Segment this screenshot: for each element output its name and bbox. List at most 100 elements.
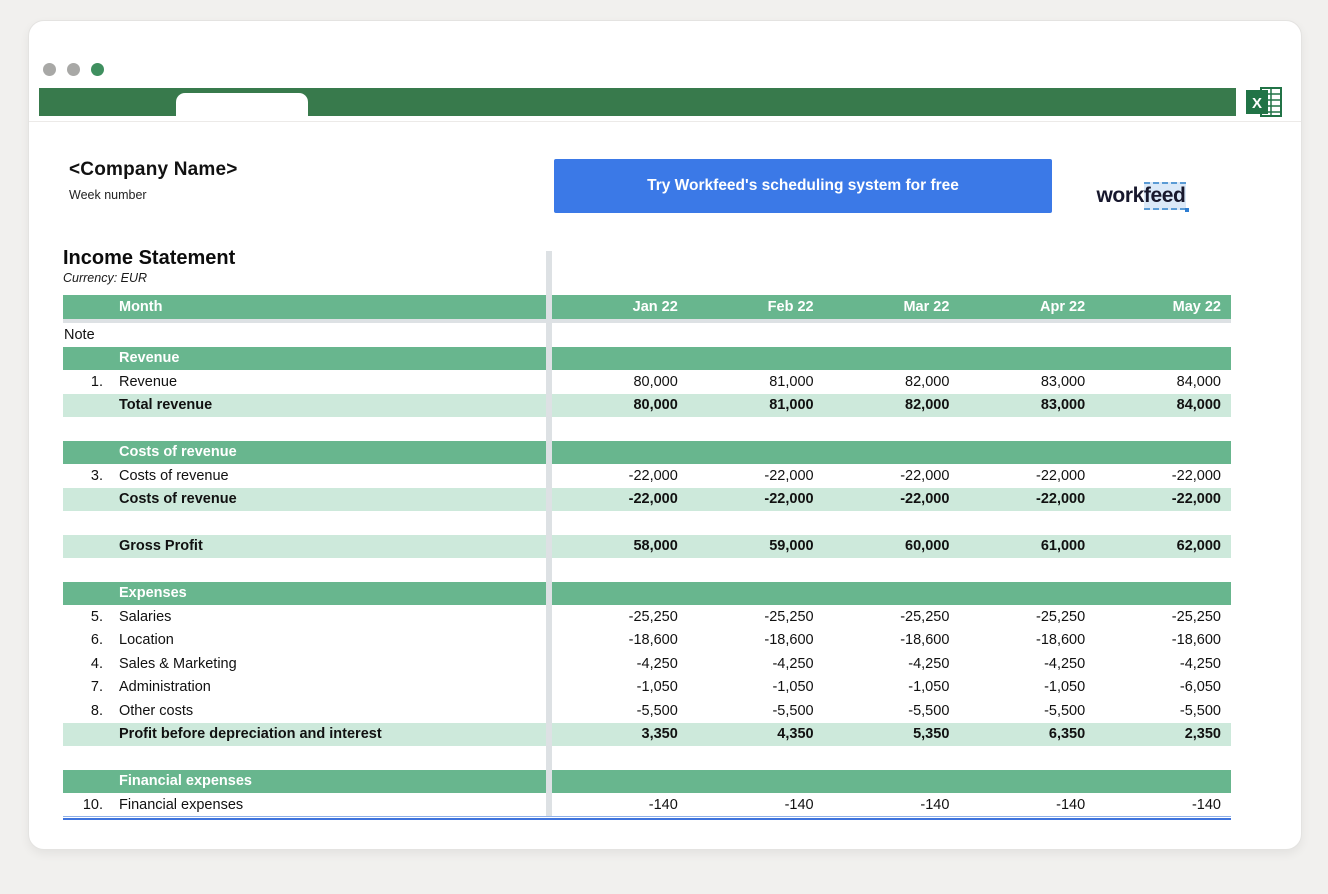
value-cell: 81,000 bbox=[769, 397, 814, 414]
table-row: 6. Location -18,600 -18,600 -18,600 -18,600 -1… bbox=[63, 629, 1231, 653]
row-label: Costs of revenue bbox=[119, 467, 229, 484]
value-cell: 84,000 bbox=[1176, 397, 1221, 414]
company-block: <Company Name> Week number bbox=[69, 159, 238, 202]
section-header-row: Revenue bbox=[63, 346, 1231, 370]
value-cell: -25,250 bbox=[1171, 608, 1221, 625]
workfeed-logo: work feed bbox=[1081, 173, 1201, 219]
currency-label: Currency: EUR bbox=[63, 271, 148, 285]
value-cell: 4,350 bbox=[777, 726, 814, 743]
value-cell: -18,600 bbox=[900, 632, 950, 649]
spacer-row bbox=[63, 417, 1231, 441]
active-sheet-tab[interactable] bbox=[176, 93, 308, 116]
value-cell: -22,000 bbox=[1171, 491, 1221, 508]
value-cell: -5,500 bbox=[772, 702, 814, 719]
spacer-row bbox=[63, 746, 1231, 770]
value-cell: 60,000 bbox=[905, 538, 950, 555]
value-cell: -22,000 bbox=[1036, 491, 1086, 508]
row-label: Location bbox=[119, 632, 174, 649]
total-row: Profit before depreciation and interest 3… bbox=[63, 722, 1231, 746]
sheet-title: Income Statement bbox=[63, 247, 236, 269]
row-label: Salaries bbox=[119, 608, 172, 625]
company-name-placeholder: <Company Name> bbox=[69, 159, 238, 180]
row-separator bbox=[63, 319, 1231, 323]
table-row: 4. Sales & Marketing -4,250 -4,250 -4,250 -4,… bbox=[63, 652, 1231, 676]
section-header-row: Financial expenses bbox=[63, 769, 1231, 793]
window-zoom-button[interactable] bbox=[91, 63, 104, 76]
row-label: Gross Profit bbox=[119, 538, 203, 555]
value-cell: -140 bbox=[1191, 796, 1221, 813]
row-label: Revenue bbox=[119, 350, 180, 367]
value-cell: -22,000 bbox=[628, 491, 678, 508]
row-label: Sales & Marketing bbox=[119, 655, 237, 672]
value-cell: -1,050 bbox=[772, 679, 814, 696]
row-label: Expenses bbox=[119, 585, 187, 602]
value-cell: 58,000 bbox=[633, 538, 678, 555]
section-header-row: Expenses bbox=[63, 581, 1231, 605]
window-controls bbox=[43, 63, 104, 76]
value-cell: -5,500 bbox=[1044, 702, 1086, 719]
row-label: Profit before depreciation and interest bbox=[119, 726, 382, 743]
value-cell: -22,000 bbox=[900, 491, 950, 508]
spacer-row bbox=[63, 558, 1231, 582]
row-label: Financial expenses bbox=[119, 796, 244, 813]
workfeed-cta-button[interactable]: Try Workfeed's scheduling system for fre… bbox=[554, 159, 1052, 213]
row-label: Costs of revenue bbox=[119, 444, 237, 461]
section-header-row: Costs of revenue bbox=[63, 440, 1231, 464]
table-row: 10. Financial expenses -140 -140 -140 -140 -14… bbox=[63, 793, 1231, 817]
month-column-header: May 22 bbox=[1172, 299, 1221, 315]
value-cell: -22,000 bbox=[1036, 467, 1086, 484]
row-label: Financial expenses bbox=[119, 773, 252, 790]
row-label: Administration bbox=[119, 679, 211, 696]
value-cell: 83,000 bbox=[1040, 373, 1086, 390]
value-cell: -25,250 bbox=[900, 608, 950, 625]
app-window: X <Company Name> Week number Try Workfee… bbox=[28, 20, 1302, 850]
value-cell: -25,250 bbox=[764, 608, 814, 625]
sheet-title-block: Income Statement Currency: EUR bbox=[63, 247, 235, 285]
month-header-row: Month Jan 22 Feb 22 Mar 22 Apr 22 May 22 bbox=[63, 295, 1231, 319]
table-row: 8. Other costs -5,500 -5,500 -5,500 -5,500 -5,… bbox=[63, 699, 1231, 723]
row-number: 7. bbox=[90, 679, 103, 696]
value-cell: -18,600 bbox=[628, 632, 678, 649]
value-cell: -140 bbox=[1056, 796, 1086, 813]
value-cell: -5,500 bbox=[636, 702, 678, 719]
value-cell: -4,250 bbox=[636, 655, 678, 672]
row-number: 1. bbox=[90, 373, 103, 390]
row-label: Revenue bbox=[119, 373, 178, 390]
row-number: 6. bbox=[90, 632, 103, 649]
value-cell: 5,350 bbox=[913, 726, 950, 743]
frozen-pane-divider bbox=[546, 251, 552, 817]
month-column-header: Jan 22 bbox=[632, 299, 678, 315]
row-number: 4. bbox=[90, 655, 103, 672]
value-cell: -1,050 bbox=[1044, 679, 1086, 696]
value-cell: -4,250 bbox=[1044, 655, 1086, 672]
row-label: Other costs bbox=[119, 702, 194, 719]
value-cell: 59,000 bbox=[769, 538, 814, 555]
value-cell: -25,250 bbox=[1036, 608, 1086, 625]
month-column-header: Feb 22 bbox=[767, 299, 814, 315]
logo-text-feed: feed bbox=[1143, 182, 1189, 212]
value-cell: 80,000 bbox=[633, 373, 678, 390]
excel-icon: X bbox=[1244, 85, 1284, 119]
value-cell: 6,350 bbox=[1048, 726, 1086, 743]
value-cell: 83,000 bbox=[1040, 397, 1086, 414]
window-close-button[interactable] bbox=[43, 63, 56, 76]
week-number-label: Week number bbox=[69, 188, 147, 202]
value-cell: 3,350 bbox=[641, 726, 678, 743]
month-label: Month bbox=[119, 299, 163, 315]
cta-label: Try Workfeed's scheduling system for fre… bbox=[647, 177, 959, 194]
value-cell: -6,050 bbox=[1179, 679, 1221, 696]
window-minimize-button[interactable] bbox=[67, 63, 80, 76]
row-number: 3. bbox=[90, 467, 103, 484]
month-column-header: Apr 22 bbox=[1040, 299, 1086, 315]
value-cell: 61,000 bbox=[1040, 538, 1086, 555]
header-divider-line bbox=[29, 121, 1301, 122]
total-row: Gross Profit 58,000 59,000 60,000 61,000 62,0… bbox=[63, 534, 1231, 558]
value-cell: 82,000 bbox=[905, 397, 950, 414]
table-row: 5. Salaries -25,250 -25,250 -25,250 -25,250 -2… bbox=[63, 605, 1231, 629]
value-cell: -4,250 bbox=[772, 655, 814, 672]
value-cell: -1,050 bbox=[636, 679, 678, 696]
value-cell: -140 bbox=[784, 796, 814, 813]
logo-text-work: work bbox=[1096, 184, 1144, 207]
value-cell: -18,600 bbox=[764, 632, 814, 649]
svg-text:X: X bbox=[1252, 95, 1262, 112]
